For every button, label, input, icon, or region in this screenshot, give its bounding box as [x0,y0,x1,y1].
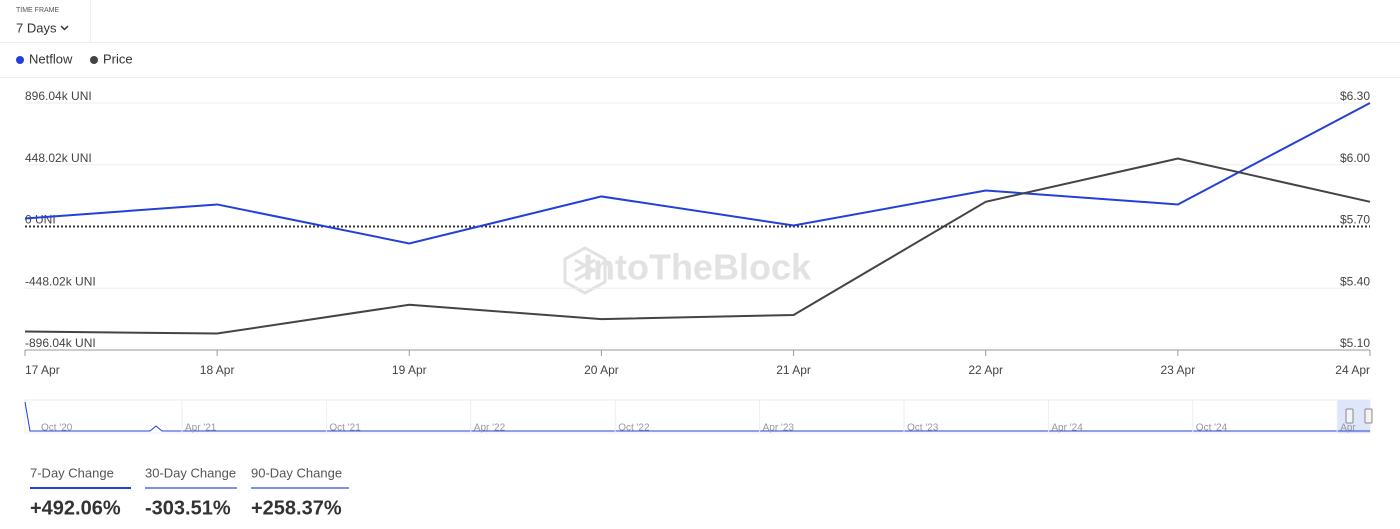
change-value: -303.51% [145,497,231,519]
timeframe-label: TIME FRAME [16,7,59,14]
x-tick-label: 21 Apr [776,363,811,377]
legend-marker[interactable] [90,56,98,64]
x-tick-label: 19 Apr [392,363,427,377]
watermark: IntoTheBlock [583,247,812,288]
navigator-handle[interactable] [1364,408,1373,424]
y-tick-label: -448.02k UNI [25,274,96,288]
y-tick-label: 896.04k UNI [25,89,92,103]
y2-tick-label: $5.10 [1340,336,1370,350]
change-label[interactable]: 90-Day Change [251,465,342,480]
y2-tick-label: $5.40 [1340,274,1370,288]
line-series [24,102,1371,245]
change-label[interactable]: 30-Day Change [145,465,236,480]
navigator-label: Oct '24 [1196,423,1228,434]
legend-label[interactable]: Netflow [29,51,73,66]
navigator-label: Oct '21 [329,423,361,434]
change-value: +258.37% [251,497,342,519]
chevron[interactable] [60,25,69,31]
navigator-label: Oct '20 [41,423,73,434]
x-tick-label: 20 Apr [584,363,619,377]
navigator-label: Apr '22 [474,423,506,434]
y-tick-label: 0 UNI [25,213,56,227]
navigator-label: Apr '24 [1051,423,1083,434]
line-series [24,157,1371,335]
y2-tick-label: $6.30 [1340,89,1370,103]
x-tick-label: 23 Apr [1161,363,1196,377]
navigator-label: Oct '22 [618,423,650,434]
timeframe-select[interactable]: 7 Days [16,20,57,35]
navigator-label: Oct '23 [907,423,939,434]
navigator-label: Apr '23 [763,423,795,434]
x-tick-label: 18 Apr [200,363,235,377]
x-tick-label: 24 Apr [1335,363,1370,377]
navigator-label: Apr '21 [185,423,217,434]
y2-tick-label: $5.70 [1340,213,1370,227]
change-label[interactable]: 7-Day Change [30,465,114,480]
navigator-handle[interactable] [1345,408,1354,424]
navigator-label: Apr [1340,423,1356,434]
watermark-logo [563,246,607,295]
x-tick-label: 22 Apr [968,363,1003,377]
y2-tick-label: $6.00 [1340,151,1370,165]
navigator-line [24,401,1370,432]
x-tick-label: 17 Apr [25,363,60,377]
navigator[interactable] [24,399,1371,434]
y-tick-label: -896.04k UNI [25,336,96,350]
legend-label[interactable]: Price [103,51,133,66]
legend-marker[interactable] [16,56,24,64]
y-tick-label: 448.02k UNI [25,151,92,165]
change-value: +492.06% [30,497,121,519]
